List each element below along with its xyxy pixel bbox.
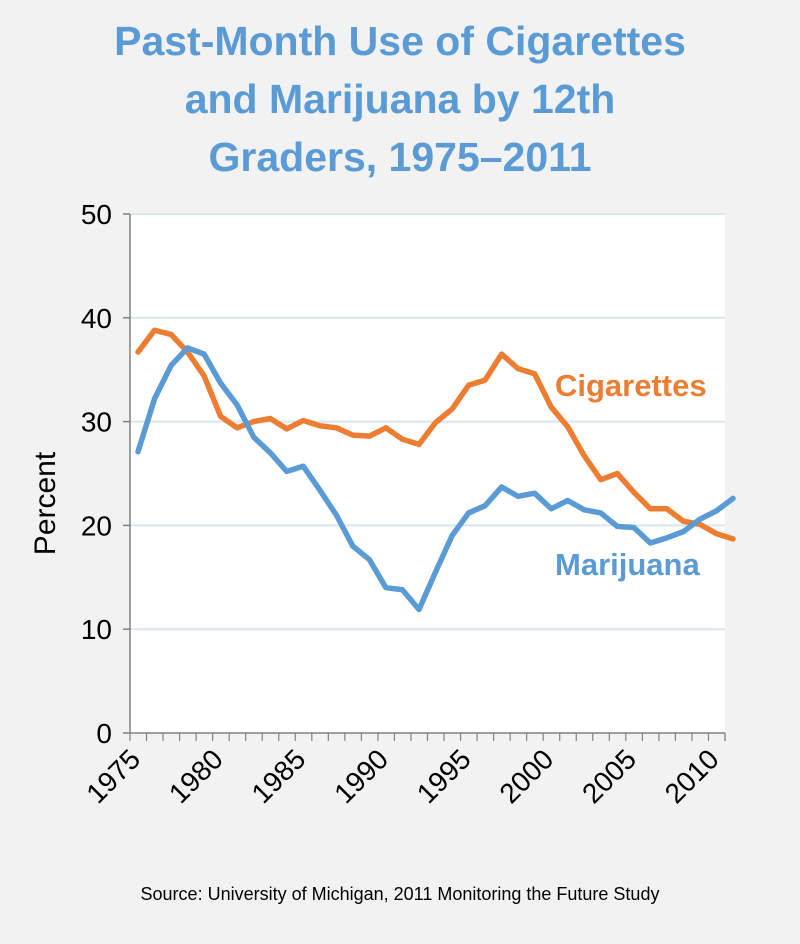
chart-title-line-1: Past-Month Use of Cigarettes xyxy=(114,18,686,64)
x-tick-label-1975: 1975 xyxy=(80,743,146,809)
x-tick-label-1985: 1985 xyxy=(246,743,312,809)
y-tick-label-20: 20 xyxy=(81,510,112,541)
x-tick-label-2000: 2000 xyxy=(493,743,559,809)
chart-title-line-3: Graders, 1975–2011 xyxy=(208,134,592,180)
source-note: Source: University of Michigan, 2011 Mon… xyxy=(140,884,660,904)
plot-area xyxy=(130,214,725,733)
y-tick-label-50: 50 xyxy=(81,199,112,230)
series-label-marijuana: Marijuana xyxy=(555,547,700,582)
y-tick-label-40: 40 xyxy=(81,303,112,334)
series-label-cigarettes: Cigarettes xyxy=(555,368,707,403)
y-tick-label-30: 30 xyxy=(81,407,112,438)
x-tick-label-1980: 1980 xyxy=(163,743,229,809)
y-tick-label-10: 10 xyxy=(81,614,112,645)
x-tick-label-2005: 2005 xyxy=(576,743,642,809)
chart-title: Past-Month Use of Cigarettes and Marijua… xyxy=(0,12,800,186)
series-line-cigarettes xyxy=(135,327,736,542)
chart-title-line-2: and Marijuana by 12th xyxy=(184,76,616,122)
series-line-marijuana xyxy=(135,345,736,613)
x-tick-label-1990: 1990 xyxy=(328,743,394,809)
y-tick-label-0: 0 xyxy=(96,718,112,749)
y-axis-label: Percent xyxy=(29,451,62,555)
x-tick-label-1995: 1995 xyxy=(411,743,477,809)
x-tick-label-2010: 2010 xyxy=(659,743,725,809)
